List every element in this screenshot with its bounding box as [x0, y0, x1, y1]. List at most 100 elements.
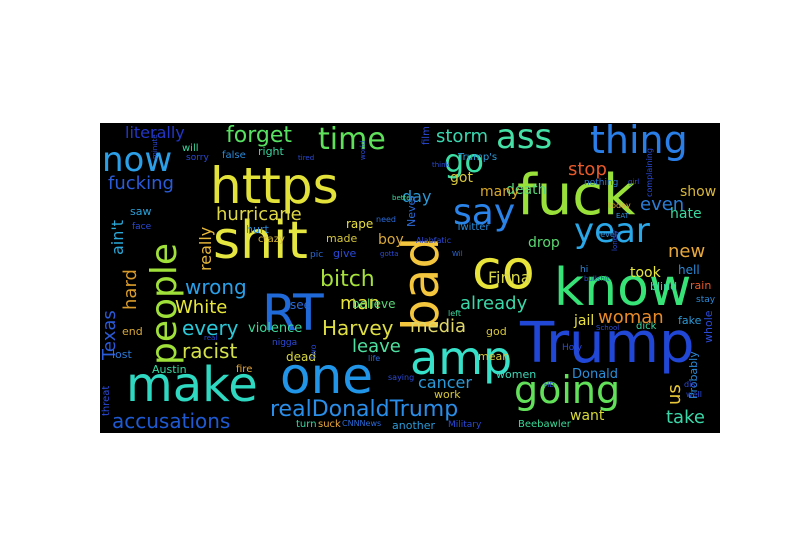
word: mean: [478, 350, 510, 363]
word: make: [126, 357, 258, 413]
word: EAT: [616, 212, 629, 220]
word: drop: [528, 235, 560, 251]
word: lonely: [611, 229, 619, 251]
word: today: [608, 201, 631, 210]
word: one: [280, 347, 374, 405]
word: woman: [598, 307, 664, 328]
word: stop: [568, 159, 607, 180]
word: hell: [678, 263, 700, 277]
word: took: [630, 265, 661, 281]
word: nigga: [272, 338, 298, 348]
word: Trump's: [458, 152, 498, 163]
word: Harvey: [322, 316, 394, 340]
word: now: [102, 140, 173, 180]
word: dick: [636, 321, 657, 332]
word: violence: [248, 321, 303, 336]
word: another: [392, 419, 436, 432]
word: left: [448, 309, 461, 318]
word: stay: [696, 295, 716, 305]
word: thing: [590, 123, 688, 162]
word: go: [444, 142, 484, 180]
word: blind: [650, 280, 678, 293]
word: crazy: [258, 234, 285, 245]
word: boy: [378, 232, 404, 248]
word-cloud: https shit fuck bad co know Trump amp on…: [100, 123, 720, 433]
word: got: [450, 170, 473, 186]
word: real: [204, 334, 218, 342]
word: every: [182, 316, 239, 340]
word: fucking: [108, 173, 174, 194]
word: nothing: [584, 178, 619, 188]
word: know: [554, 258, 692, 318]
word: wrong: [185, 275, 247, 299]
word: year: [574, 211, 650, 251]
word: CNNNews: [342, 419, 382, 428]
word: man: [340, 293, 380, 314]
word: hard: [120, 269, 141, 310]
word: storm: [436, 126, 489, 147]
word: ain't: [108, 219, 127, 255]
word: bitch: [320, 267, 375, 292]
word: White: [175, 297, 228, 318]
word: https: [210, 157, 339, 215]
word: say: [453, 192, 516, 233]
word: Never: [405, 194, 418, 227]
word: leave: [352, 336, 401, 357]
word: HD: [544, 381, 555, 389]
word: Holy: [562, 343, 583, 353]
word: lost: [112, 348, 132, 361]
word: turn: [296, 419, 317, 430]
word: many: [480, 184, 520, 200]
word: better: [392, 194, 414, 202]
word: death: [506, 182, 547, 198]
word: saying: [388, 373, 415, 382]
word: girl: [628, 178, 640, 186]
word: hurt: [246, 223, 269, 236]
word: well: [686, 390, 702, 399]
word: cancer: [418, 373, 472, 392]
word: Finna: [488, 268, 531, 287]
word: School: [596, 324, 620, 332]
word: realDonaldTrump: [270, 397, 459, 422]
word: Alabfatic: [416, 236, 452, 245]
word: see: [290, 298, 312, 312]
word: Austin: [152, 363, 187, 376]
word: hurricane: [216, 204, 302, 225]
word: media: [410, 316, 467, 337]
word: Donald: [572, 367, 619, 382]
word: fire: [236, 364, 253, 375]
word: think: [432, 161, 450, 169]
word: gotta: [380, 250, 399, 258]
word: film: [421, 126, 432, 145]
word: suck: [318, 419, 341, 430]
word: dis: [684, 380, 696, 389]
word: racist: [182, 339, 238, 363]
word: really: [196, 226, 215, 271]
word: level: [598, 230, 618, 239]
word: women: [496, 368, 537, 381]
word: time: [318, 123, 386, 157]
word: false: [222, 150, 246, 161]
word: rape: [346, 217, 374, 231]
word: believe: [352, 297, 396, 311]
word: jail: [574, 313, 595, 329]
word: end: [122, 325, 143, 338]
word: rain: [690, 279, 712, 292]
word: literally: [125, 123, 185, 142]
word: even: [640, 194, 685, 215]
word: Wil: [452, 250, 463, 258]
word: pic: [310, 250, 324, 260]
word: us: [664, 384, 685, 405]
word: want: [570, 408, 605, 424]
word: Twitter: [456, 222, 490, 233]
word: dead: [286, 350, 316, 364]
word: RT: [262, 284, 324, 342]
word: life: [368, 354, 381, 363]
word: sorry: [186, 153, 209, 163]
word: forget: [226, 123, 292, 148]
word: going: [514, 368, 621, 412]
word: shit: [213, 211, 308, 271]
word: face: [132, 222, 152, 232]
word: take: [666, 407, 705, 428]
word: Military: [448, 420, 482, 430]
